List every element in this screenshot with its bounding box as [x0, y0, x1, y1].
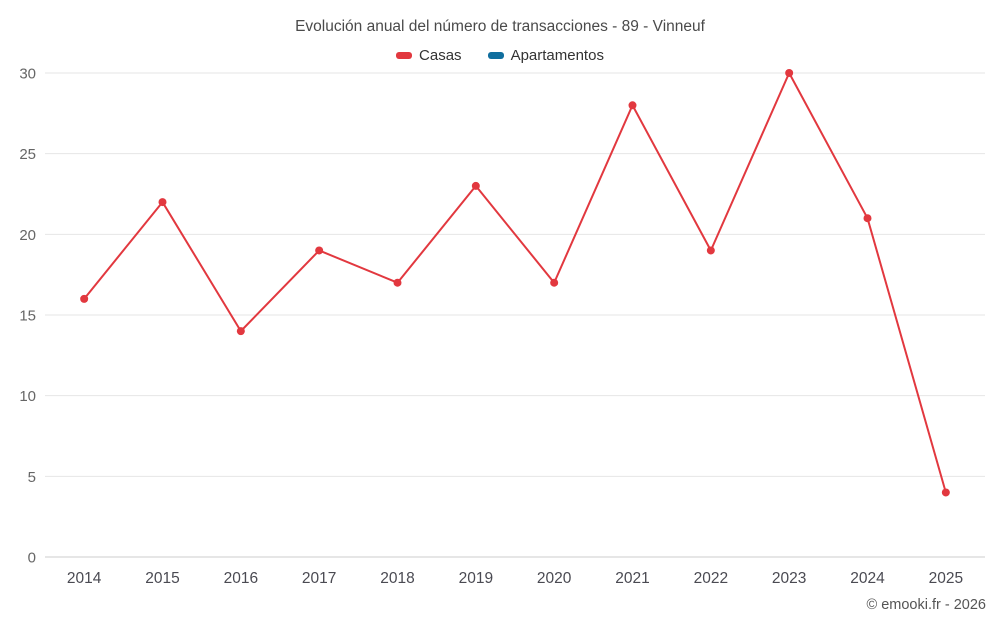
series-line-casas	[83, 72, 947, 494]
data-point[interactable]	[628, 101, 637, 110]
legend-marker-apartamentos-icon	[487, 52, 504, 59]
data-point[interactable]	[785, 69, 794, 77]
data-point[interactable]	[471, 181, 480, 190]
data-point[interactable]	[863, 214, 872, 223]
x-tick-label: 2014	[67, 570, 102, 587]
x-tick-label: 2020	[537, 570, 572, 587]
data-point[interactable]	[80, 294, 89, 303]
data-point[interactable]	[706, 246, 715, 255]
y-tick-label: 25	[19, 146, 36, 163]
legend-label-casas: Casas	[419, 47, 462, 64]
legend-item-casas[interactable]: Casas	[396, 47, 462, 64]
x-tick-label: 2017	[302, 570, 336, 587]
data-point[interactable]	[315, 246, 324, 255]
x-tick-label: 2025	[929, 570, 963, 587]
x-tick-label: 2018	[380, 570, 414, 587]
y-tick-label: 20	[19, 227, 36, 244]
x-tick-label: 2022	[694, 570, 728, 587]
x-tick-label: 2019	[459, 570, 493, 587]
y-tick-label: 10	[19, 388, 36, 405]
x-tick-label: 2016	[224, 570, 258, 587]
y-tick-label: 30	[19, 66, 36, 83]
x-tick-label: 2021	[615, 570, 649, 587]
chart-title: Evolución anual del número de transaccio…	[295, 18, 705, 35]
data-point[interactable]	[393, 278, 402, 287]
data-point[interactable]	[236, 327, 245, 336]
x-tick-label: 2023	[772, 570, 806, 587]
y-tick-label: 0	[28, 550, 36, 567]
y-tick-label: 15	[19, 308, 36, 325]
x-tick-label: 2024	[850, 570, 885, 587]
chart-legend: Casas Apartamentos	[0, 47, 1000, 64]
data-point[interactable]	[941, 488, 950, 497]
data-point[interactable]	[550, 278, 559, 287]
data-point[interactable]	[158, 198, 167, 207]
legend-label-apartamentos: Apartamentos	[510, 47, 604, 64]
x-tick-label: 2015	[145, 570, 179, 587]
y-tick-label: 5	[28, 469, 36, 486]
footer-credit: © emooki.fr - 2026	[866, 597, 986, 613]
legend-marker-casas-icon	[396, 52, 413, 59]
legend-item-apartamentos[interactable]: Apartamentos	[487, 47, 604, 64]
